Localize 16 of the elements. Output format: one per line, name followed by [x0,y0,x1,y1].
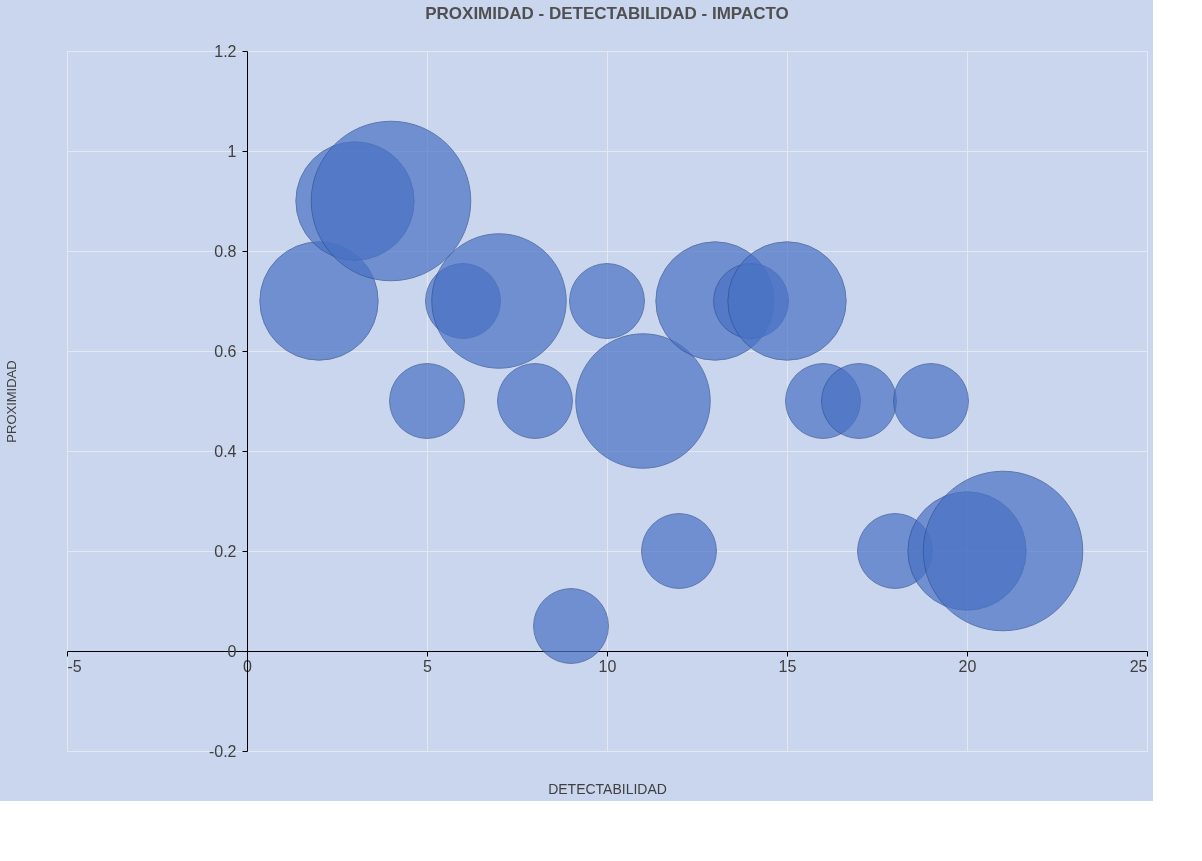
y-tick-label: 0.2 [214,542,237,560]
x-tick-label: 5 [423,657,433,675]
y-tick-label: 0.4 [214,442,237,460]
y-tick-label: 1 [227,142,237,160]
y-tick-label: 0.6 [214,342,237,360]
y-axis-title: PROXIMIDAD [3,360,19,443]
x-tick-label: 25 [1129,657,1148,675]
y-tick-label: 1.2 [214,42,237,60]
y-tick-label: -0.2 [208,742,237,760]
x-tick-label: 10 [598,657,617,675]
chart-title: PROXIMIDAD - DETECTABILIDAD - IMPACTO [425,4,789,23]
x-axis-title: DETECTABILIDAD [548,780,667,797]
x-tick-label: -5 [67,657,82,675]
x-tick-label: 20 [958,657,977,675]
x-tick-label: 15 [778,657,797,675]
y-tick-label: 0.8 [214,242,237,260]
